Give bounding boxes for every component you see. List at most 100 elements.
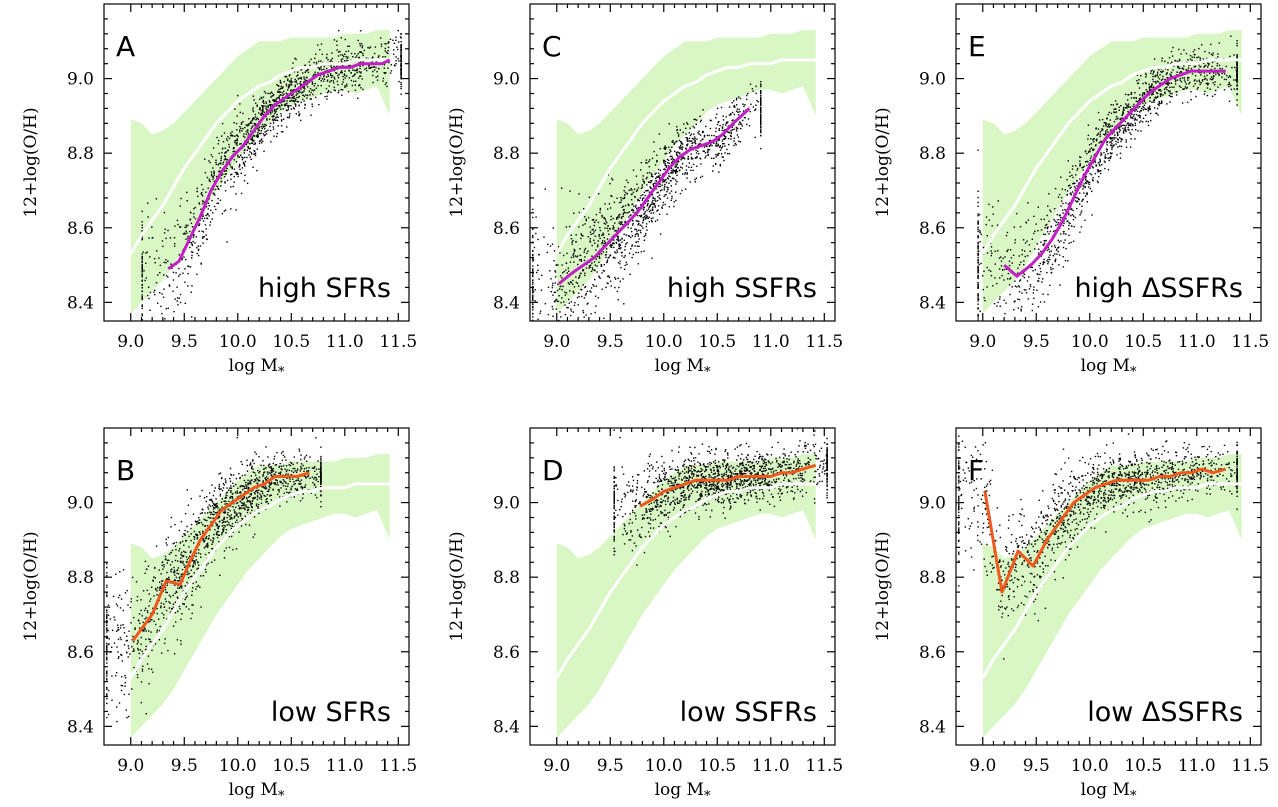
scatter-point (256, 117, 258, 119)
scatter-point (209, 517, 211, 519)
scatter-point (246, 464, 248, 467)
scatter-point (314, 82, 316, 85)
scatter-point (167, 307, 169, 309)
scatter-point (262, 126, 265, 128)
scatter-point (310, 98, 313, 100)
scatter-point (577, 255, 579, 257)
scatter-point (175, 541, 178, 544)
scatter-point (706, 134, 709, 137)
scatter-point (559, 252, 561, 254)
scatter-point (826, 497, 828, 499)
scatter-point (248, 500, 251, 502)
scatter-point (672, 141, 674, 144)
scatter-point (675, 179, 677, 181)
scatter-point (305, 70, 307, 72)
scatter-point (218, 483, 220, 486)
scatter-point (688, 166, 690, 168)
scatter-point (283, 104, 286, 106)
scatter-point (764, 479, 766, 482)
scatter-point (212, 513, 214, 516)
scatter-point (147, 216, 149, 218)
scatter-point (270, 499, 272, 501)
scatter-point (236, 496, 238, 498)
scatter-point (653, 203, 656, 205)
scatter-point (335, 72, 337, 74)
scatter-point (770, 468, 772, 471)
scatter-point (251, 120, 253, 122)
scatter-point (685, 133, 687, 135)
scatter-point (250, 475, 252, 477)
scatter-point (213, 538, 215, 540)
scatter-point (152, 607, 154, 609)
scatter-point (643, 197, 645, 199)
scatter-point (124, 685, 126, 687)
scatter-point (607, 257, 609, 259)
scatter-point (658, 213, 661, 215)
scatter-point (532, 296, 534, 298)
scatter-point (323, 65, 326, 68)
scatter-point (158, 630, 161, 632)
scatter-point (292, 96, 295, 98)
scatter-point (320, 477, 322, 479)
scatter-point (584, 223, 586, 225)
scatter-point (605, 254, 607, 256)
scatter-point (223, 550, 226, 552)
scatter-point (622, 278, 624, 280)
scatter-point (694, 139, 696, 142)
scatter-point (272, 99, 275, 101)
scatter-point (646, 176, 648, 179)
scatter-point (210, 154, 212, 156)
scatter-point (141, 313, 143, 315)
scatter-point (226, 524, 228, 526)
scatter-point (742, 119, 744, 122)
scatter-point (279, 88, 282, 90)
scatter-point (250, 494, 252, 496)
scatter-point (177, 223, 179, 226)
scatter-point (207, 516, 210, 519)
scatter-point (603, 237, 605, 239)
scatter-point (280, 482, 283, 484)
scatter-point (395, 36, 397, 38)
scatter-point (287, 492, 290, 494)
scatter-point (590, 270, 593, 272)
scatter-point (213, 559, 216, 561)
scatter-point (608, 276, 611, 279)
scatter-point (573, 304, 576, 307)
scatter-point (117, 638, 120, 641)
scatter-point (578, 285, 580, 287)
scatter-point (218, 521, 221, 523)
scatter-point (201, 195, 204, 197)
scatter-point (532, 294, 534, 296)
scatter-point (290, 81, 292, 84)
scatter-point (693, 459, 695, 462)
scatter-point (320, 494, 322, 496)
y-axis-label: 12+log(O/H) (447, 107, 467, 217)
scatter-point (252, 459, 254, 461)
scatter-point (162, 568, 164, 570)
scatter-point (231, 492, 234, 495)
scatter-point (616, 251, 619, 253)
scatter-point (290, 97, 292, 99)
x-tick-label: 11.5 (805, 332, 843, 352)
scatter-point (193, 216, 195, 218)
scatter-point (209, 492, 211, 494)
scatter-point (613, 256, 615, 258)
scatter-point (162, 296, 165, 298)
scatter-point (642, 175, 644, 177)
scatter-point (259, 140, 262, 142)
scatter-point (642, 218, 645, 221)
scatter-point (670, 170, 673, 172)
scatter-point (243, 479, 246, 482)
scatter-point (165, 600, 167, 603)
scatter-point (216, 531, 218, 533)
scatter-point (292, 467, 294, 470)
scatter-point (648, 216, 650, 218)
scatter-point (717, 468, 719, 470)
scatter-point (552, 315, 554, 317)
scatter-point (282, 478, 285, 481)
scatter-point (166, 591, 168, 594)
scatter-point (313, 73, 315, 76)
scatter-point (216, 523, 218, 526)
scatter-point (572, 311, 575, 313)
scatter-point (295, 471, 298, 473)
